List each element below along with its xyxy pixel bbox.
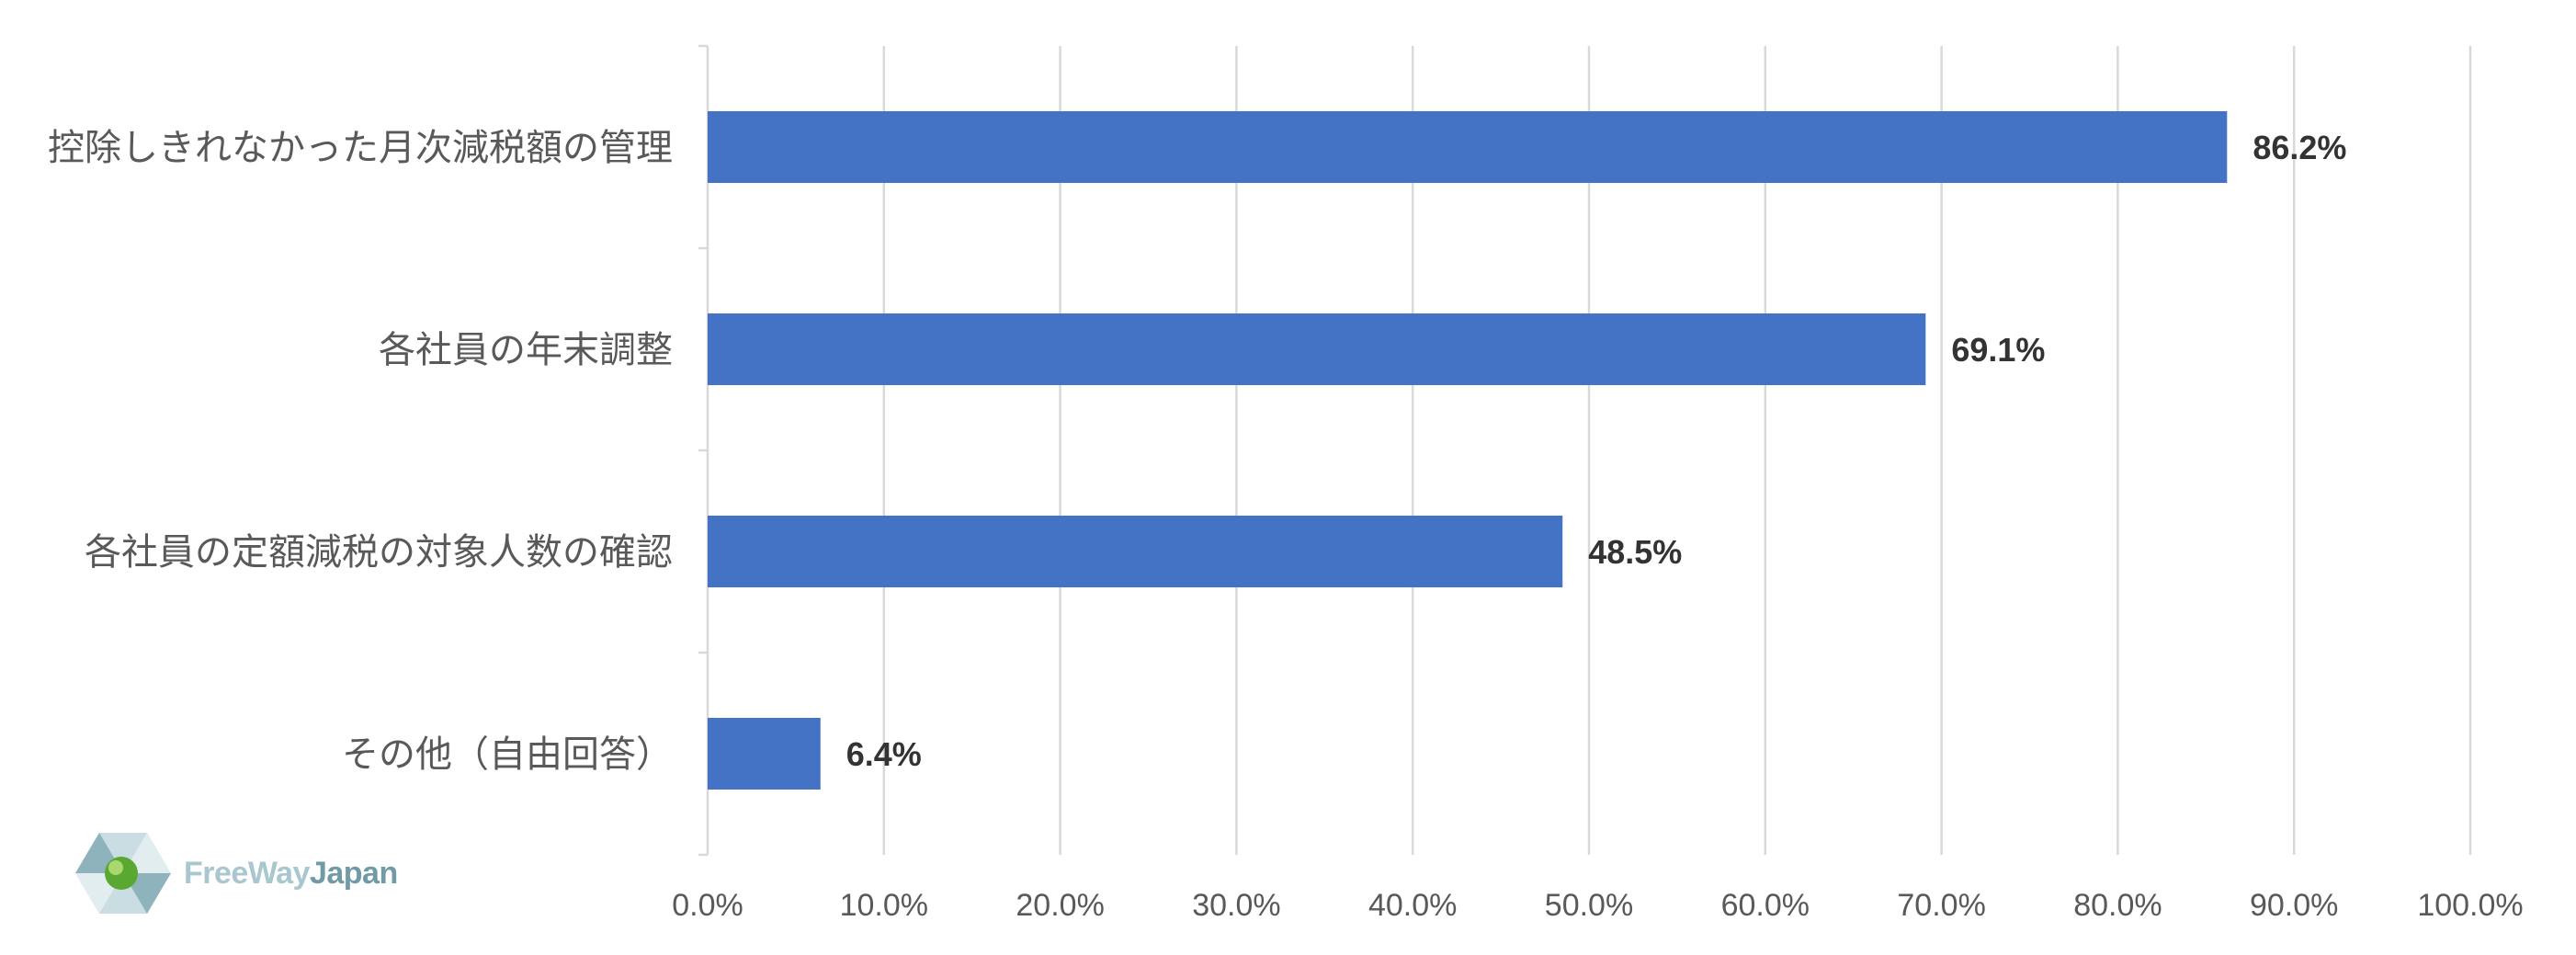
- x-tick-label: 30.0%: [1192, 888, 1280, 923]
- x-tick-label: 90.0%: [2250, 888, 2338, 923]
- bar: [708, 516, 1563, 587]
- x-tick-label: 10.0%: [840, 888, 928, 923]
- x-tick-label: 50.0%: [1545, 888, 1633, 923]
- bar: [708, 111, 2228, 183]
- logo-icon: [75, 833, 171, 914]
- bar: [708, 718, 821, 790]
- category-labels: 控除しきれなかった月次減税額の管理各社員の年末調整各社員の定額減税の対象人数の確…: [48, 127, 673, 776]
- bars: [708, 111, 2228, 790]
- data-label: 86.2%: [2253, 129, 2346, 166]
- category-label: 各社員の年末調整: [379, 329, 673, 371]
- x-tick-label: 100.0%: [2417, 888, 2523, 923]
- category-label: 控除しきれなかった月次減税額の管理: [48, 127, 673, 169]
- data-label: 48.5%: [1588, 533, 1682, 571]
- bar: [708, 313, 1926, 385]
- logo-text-freeway: FreeWay: [184, 855, 310, 891]
- x-tick-label: 20.0%: [1016, 888, 1104, 923]
- logo-text-japan: Japan: [309, 855, 398, 891]
- data-label: 69.1%: [1951, 331, 2045, 369]
- freewayjapan-logo: FreeWayJapan: [74, 829, 404, 917]
- category-label: 各社員の定額減税の対象人数の確認: [85, 531, 673, 574]
- y-axis: [698, 44, 709, 857]
- category-label: その他（自由回答）: [342, 733, 673, 776]
- data-label: 6.4%: [846, 735, 922, 773]
- data-labels: 86.2% 69.1% 48.5% 6.4%: [846, 129, 2347, 773]
- x-tick-label: 40.0%: [1368, 888, 1457, 923]
- x-tick-label: 80.0%: [2073, 888, 2162, 923]
- x-tick-label: 0.0%: [672, 888, 743, 923]
- x-tick-label: 60.0%: [1721, 888, 1810, 923]
- x-tick-label: 70.0%: [1897, 888, 1985, 923]
- x-tick-labels: 0.0% 10.0% 20.0% 30.0% 40.0% 50.0% 60.0% 70.0% 8…: [672, 888, 2523, 923]
